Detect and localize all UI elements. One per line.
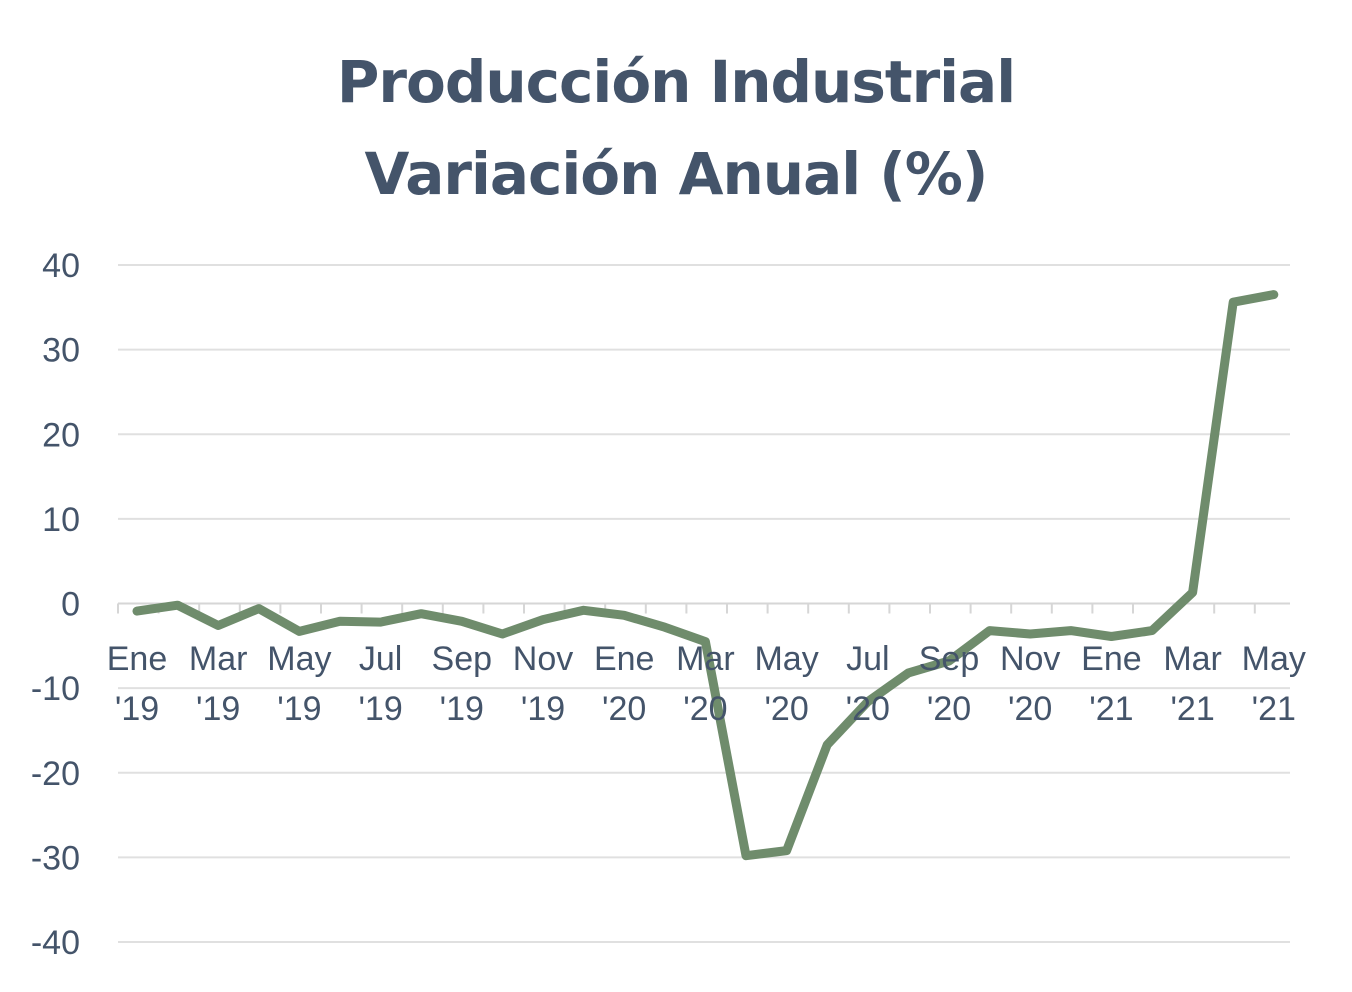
data-point [866, 700, 869, 703]
series-line [132, 290, 1279, 861]
x-tick-year: '19 [277, 690, 321, 728]
x-tick-label: Nov '19 [513, 640, 573, 728]
data-point [1272, 293, 1275, 296]
x-tick-month: Nov [513, 640, 573, 678]
x-tick-month: Ene [107, 640, 168, 678]
x-tick-month: Mar [676, 640, 735, 678]
y-tick-label: 10 [42, 501, 80, 539]
x-tick-month: May [1242, 640, 1306, 678]
x-tick-month: Jul [359, 640, 402, 678]
data-point [1191, 591, 1194, 594]
x-tick-label: Mar '20 [676, 640, 735, 728]
data-point [176, 604, 179, 607]
x-tick-label: May '20 [754, 640, 818, 728]
x-tick-year: '19 [440, 690, 484, 728]
x-tick-month: Nov [1000, 640, 1060, 678]
chart-title-block: Producción Industrial Variación Anual (%… [0, 36, 1352, 220]
data-point [785, 849, 788, 852]
data-point [379, 621, 382, 624]
data-point [217, 624, 220, 627]
data-point [988, 629, 991, 632]
y-tick-label: -40 [31, 924, 80, 962]
chart-subtitle: Variación Anual (%) [364, 140, 989, 208]
data-point [460, 620, 463, 623]
x-tick-month: Mar [1163, 640, 1222, 678]
y-tick-label: -30 [31, 839, 80, 877]
x-tick-year: '21 [1089, 690, 1133, 728]
data-point [1110, 635, 1113, 638]
x-tick-month: Mar [189, 640, 248, 678]
x-tick-label: May '21 [1242, 640, 1306, 728]
x-tick-label: May '19 [267, 640, 331, 728]
data-point [907, 671, 910, 674]
x-axis-tick-labels: Ene '19 Mar '19 May '19 Jul '19 Sep '19 Nov '19 Ene '… [107, 640, 1306, 728]
x-tick-year: '20 [927, 690, 971, 728]
x-tick-year: '19 [358, 690, 402, 728]
data-point [1029, 633, 1032, 635]
series-layer [132, 290, 1279, 861]
gridlines [118, 264, 1290, 943]
data-point [663, 626, 666, 629]
x-tick-label: Mar '21 [1163, 640, 1222, 728]
x-tick-label: Ene '20 [594, 640, 655, 728]
x-tick-year: '20 [764, 690, 808, 728]
x-tick-label: Ene '21 [1081, 640, 1142, 728]
x-tick-month: May [267, 640, 331, 678]
x-axis [117, 602, 1290, 614]
data-point [136, 610, 138, 613]
y-tick-label: 40 [42, 247, 80, 285]
data-point [745, 854, 747, 857]
x-tick-year: '20 [683, 690, 727, 728]
x-tick-label: Sep '20 [919, 640, 980, 728]
x-tick-label: Ene '19 [107, 640, 168, 728]
data-point [501, 633, 504, 635]
data-point [948, 660, 950, 662]
data-point [704, 640, 707, 643]
x-tick-month: Jul [846, 640, 889, 678]
x-tick-month: Sep [432, 640, 493, 678]
x-tick-year: '19 [521, 690, 565, 728]
x-tick-label: Jul '19 [358, 640, 402, 728]
y-tick-label: 30 [42, 332, 80, 370]
x-tick-month: May [754, 640, 818, 678]
y-tick-label: -20 [31, 755, 80, 793]
data-point [542, 618, 544, 621]
data-point [1069, 629, 1072, 632]
data-point [1232, 301, 1235, 304]
data-point [826, 743, 829, 746]
x-tick-year: '21 [1252, 690, 1296, 728]
y-tick-label: -10 [31, 670, 80, 708]
data-point [623, 614, 626, 617]
x-tick-label: Jul '20 [846, 640, 890, 728]
y-tick-label: 20 [42, 416, 80, 454]
x-tick-month: Ene [594, 640, 655, 678]
x-tick-year: '19 [115, 690, 159, 728]
x-tick-label: Mar '19 [189, 640, 248, 728]
x-tick-label: Nov '20 [1000, 640, 1060, 728]
x-tick-year: '20 [602, 690, 646, 728]
data-point [582, 609, 585, 612]
y-tick-label: 0 [61, 586, 80, 624]
x-tick-year: '20 [1008, 690, 1052, 728]
x-tick-year: '19 [196, 690, 240, 728]
x-tick-label: Sep '19 [432, 640, 493, 728]
chart-title: Producción Industrial [336, 48, 1016, 116]
data-point [1151, 629, 1153, 632]
data-point [257, 607, 260, 610]
data-point [339, 620, 341, 623]
y-axis-tick-labels: 40 30 20 10 0 -10 -20 -30 -40 [31, 247, 80, 962]
x-tick-month: Ene [1081, 640, 1142, 678]
x-tick-month: Sep [919, 640, 980, 678]
x-tick-year: '20 [846, 690, 890, 728]
x-tick-year: '21 [1170, 690, 1214, 728]
data-point [420, 612, 423, 615]
data-point [298, 630, 301, 633]
